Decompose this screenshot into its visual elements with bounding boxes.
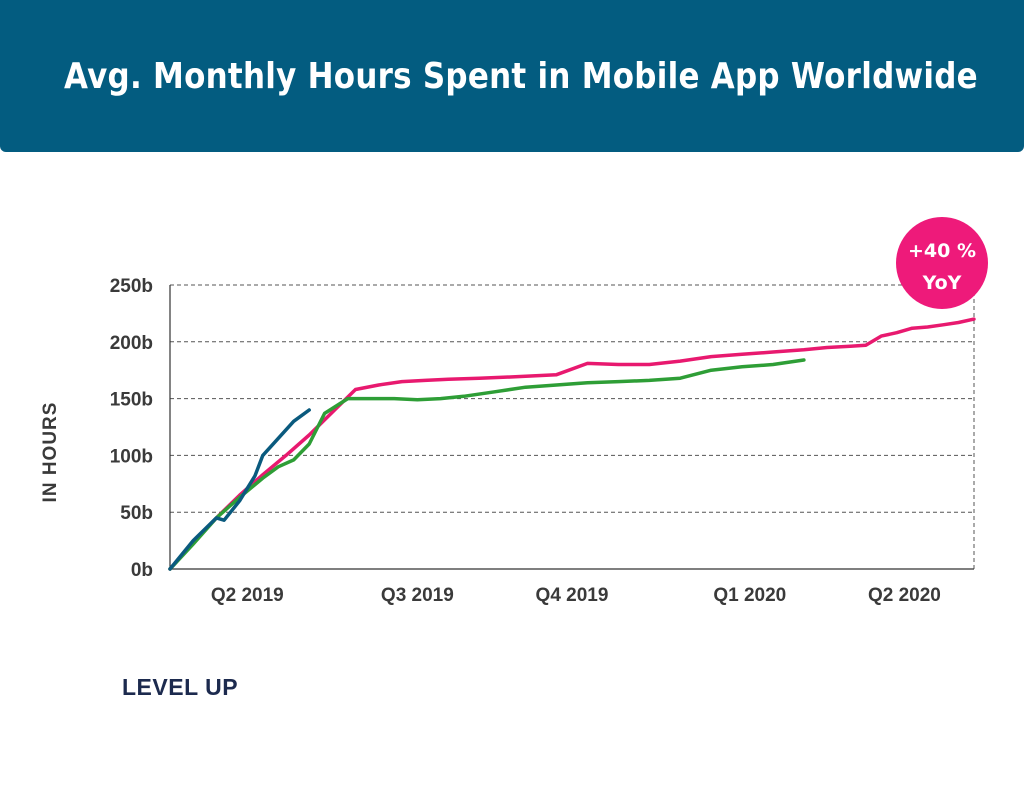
y-tick-label: 150b	[110, 390, 153, 411]
series-lines	[168, 317, 976, 571]
x-tick-label: Q2 2019	[211, 585, 284, 606]
y-tick-labels: 0b 50b 100b 150b 200b 250b	[110, 276, 153, 581]
x-tick-label: Q4 2019	[536, 585, 609, 606]
y-tick-label: 200b	[110, 333, 153, 354]
grid-lines	[170, 284, 975, 569]
badge-circle	[896, 217, 988, 309]
series-line-2	[168, 408, 311, 571]
y-tick-label: 100b	[110, 446, 153, 467]
y-tick-label: 50b	[120, 503, 153, 524]
x-tick-labels: Q2 2019 Q3 2019 Q4 2019 Q1 2020 Q2 2020	[211, 585, 941, 606]
page-title: Avg. Monthly Hours Spent in Mobile App W…	[64, 56, 978, 97]
y-tick-label: 250b	[110, 276, 153, 297]
y-tick-label: 0b	[131, 560, 153, 581]
yoy-badge: +40 % YoY	[896, 217, 988, 309]
brand-label: LEVEL UP	[122, 674, 239, 700]
series-line-1	[168, 358, 806, 571]
x-tick-label: Q2 2020	[868, 585, 941, 606]
y-axis-label: IN HOURS	[40, 402, 61, 503]
badge-yoy: YoY	[922, 272, 962, 294]
badge-percent: +40 %	[908, 240, 976, 262]
axes	[169, 285, 974, 570]
series-line-0	[168, 317, 976, 571]
x-tick-label: Q1 2020	[713, 585, 786, 606]
title-banner: Avg. Monthly Hours Spent in Mobile App W…	[0, 0, 1024, 152]
x-tick-label: Q3 2019	[381, 585, 454, 606]
